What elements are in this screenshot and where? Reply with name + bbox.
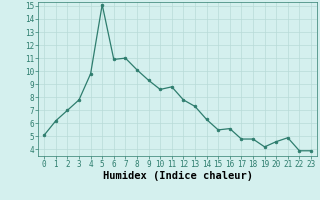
X-axis label: Humidex (Indice chaleur): Humidex (Indice chaleur) — [103, 171, 252, 181]
